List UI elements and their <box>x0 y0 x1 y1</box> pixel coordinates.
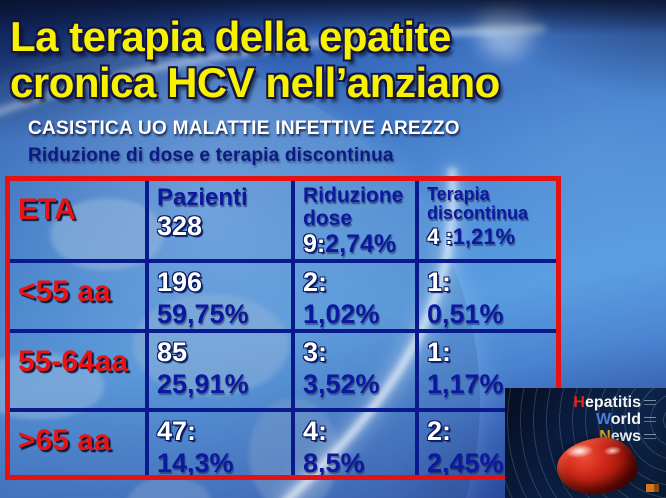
discontinua-total-n: 4 : <box>427 223 453 249</box>
table-row-gt65-patients: 47: 14,3% <box>145 408 291 475</box>
hepatitis-world-news-logo: Hepatitis World News <box>505 388 666 498</box>
table-row-55-64-dose: 3: 3,52% <box>291 329 415 408</box>
logo-h-initial: H <box>573 394 585 411</box>
dose-percent: 3,52% <box>303 369 380 400</box>
logo-h-rest: epatitis <box>584 394 641 411</box>
logo-wordmark: Hepatitis World News <box>573 394 656 445</box>
header-eta-label: ETA <box>18 193 76 226</box>
riduzione-total-n: 9: <box>303 230 326 259</box>
dose-count: 3: <box>303 337 328 367</box>
patients-count: 85 <box>157 337 188 367</box>
header-cell-riduzione-dose: Riduzione dose 9:2,74% <box>291 181 415 259</box>
slide-title-line2: cronica HCV nell’anziano <box>10 59 500 107</box>
age-label: >65 aa <box>18 424 111 457</box>
slide-title: La terapia della epatite cronica HCV nel… <box>10 13 500 107</box>
slide-title-line1: La terapia della epatite <box>10 13 451 60</box>
patients-percent: 59,75% <box>157 299 249 329</box>
table-row-gt65-age: >65 aa <box>10 408 145 475</box>
slide-subtitle-casistica: CASISTICA UO MALATTIE INFETTIVE AREZZO <box>28 118 460 139</box>
logo-dash-icon <box>644 433 656 439</box>
riduzione-total-pct: 2,74% <box>325 230 397 259</box>
table-row-gt65-dose: 4: 8,5% <box>291 408 415 475</box>
riduzione-label-line2: dose <box>303 206 353 230</box>
hcv-therapy-table: ETA Pazienti 328 Riduzione dose 9:2,74% … <box>5 176 561 480</box>
pazienti-label: Pazienti <box>157 184 248 211</box>
table-row-55-64-age: 55-64aa <box>10 329 145 408</box>
table-row-lt55-patients: 196 59,75% <box>145 259 291 329</box>
table-row-55-64-patients: 85 25,91% <box>145 329 291 408</box>
logo-badge-icon <box>646 484 659 492</box>
dose-percent: 1,02% <box>303 299 380 329</box>
dose-count: 4: <box>303 416 328 446</box>
slide-subtitle-riduzione: Riduzione di dose e terapia discontinua <box>28 145 394 166</box>
riduzione-label-line1: Riduzione <box>303 184 404 207</box>
age-label: 55-64aa <box>18 345 129 378</box>
logo-dash-icon <box>644 400 656 406</box>
patients-percent: 25,91% <box>157 369 249 400</box>
disc-count: 1: <box>427 337 452 367</box>
logo-line-hepatitis: Hepatitis <box>573 394 656 412</box>
pazienti-total: 328 <box>157 210 203 241</box>
logo-w-rest: orld <box>610 410 641 428</box>
header-cell-terapia-discontinua: Terapia discontinua 4 :1,21% <box>415 181 556 259</box>
table-row-lt55-dose: 2: 1,02% <box>291 259 415 329</box>
header-cell-eta: ETA <box>10 181 145 259</box>
discontinua-label-line2: discontinua <box>427 203 529 224</box>
disc-count: 1: <box>427 267 452 297</box>
logo-dash-icon <box>644 417 656 423</box>
logo-line-world: World <box>573 410 656 429</box>
dose-count: 2: <box>303 267 328 297</box>
age-label: <55 aa <box>18 275 111 308</box>
disc-percent: 0,51% <box>427 299 504 329</box>
patients-percent: 14,3% <box>157 448 234 475</box>
logo-w-initial: W <box>595 410 611 428</box>
table-row-lt55-discontinua: 1: 0,51% <box>415 259 556 329</box>
header-cell-pazienti: Pazienti 328 <box>145 181 291 259</box>
table-row-lt55-age: <55 aa <box>10 259 145 329</box>
patients-count: 47: <box>157 416 197 446</box>
discontinua-label-line1: Terapia <box>427 184 490 204</box>
riduzione-total: 9:2,74% <box>303 230 407 259</box>
dose-percent: 8,5% <box>303 448 365 475</box>
discontinua-total-pct: 1,21% <box>452 223 516 249</box>
patients-count: 196 <box>157 267 203 297</box>
discontinua-total: 4 :1,21% <box>427 224 548 249</box>
